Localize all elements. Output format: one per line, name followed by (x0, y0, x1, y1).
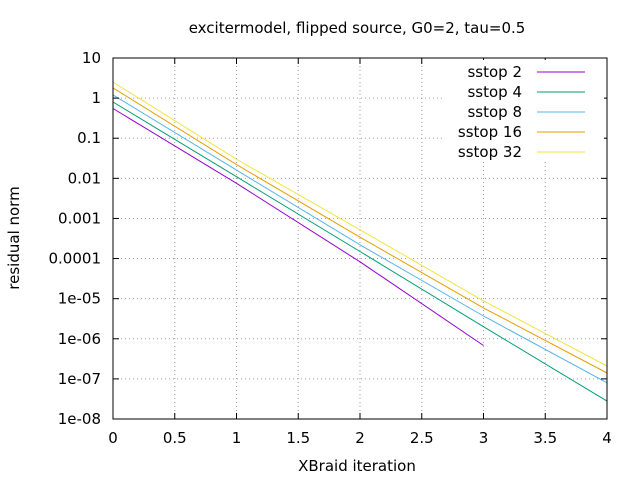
y-tick-label: 0.1 (77, 129, 101, 147)
legend-label: sstop 4 (467, 83, 522, 101)
series-lines (112, 81, 608, 402)
x-axis-label: XBraid iteration (298, 457, 416, 475)
x-tick-label: 2.5 (410, 429, 434, 447)
x-tick-label: 3.5 (533, 429, 557, 447)
series-line-sstop-2 (112, 108, 484, 346)
legend-label: sstop 16 (458, 123, 522, 141)
x-tick-label: 3 (479, 429, 489, 447)
y-tick-label: 1e-05 (58, 290, 101, 308)
x-tick-label: 0 (108, 429, 118, 447)
y-axis-label: residual norm (5, 186, 23, 289)
y-tick-label: 1e-07 (58, 370, 101, 388)
legend-box (442, 60, 604, 160)
axis-ticks: 0 0.5 1 1.5 2 2.5 3 3.5 4 1e-08 1e-07 1e-06 1e-05 0.0… (49, 49, 612, 447)
series-line-sstop-4 (112, 101, 608, 402)
legend-label: sstop 32 (458, 143, 522, 161)
x-tick-label: 1.5 (286, 429, 310, 447)
y-tick-label: 0.01 (68, 169, 101, 187)
legend: sstop 2 sstop 4 sstop 8 sstop 16 sstop 32 (442, 60, 604, 161)
series-line-sstop-32 (112, 81, 608, 367)
x-tick-label: 4 (602, 429, 612, 447)
y-tick-label: 0.0001 (49, 250, 102, 268)
y-tick-label: 0.001 (58, 209, 101, 227)
x-tick-label: 0.5 (163, 429, 187, 447)
y-tick-label: 1e-06 (58, 330, 101, 348)
legend-label: sstop 2 (467, 63, 522, 81)
y-tick-label: 10 (82, 49, 101, 67)
legend-label: sstop 8 (467, 103, 522, 121)
x-tick-label: 1 (232, 429, 242, 447)
x-tick-label: 2 (355, 429, 365, 447)
chart-title: excitermodel, flipped source, G0=2, tau=… (189, 19, 526, 37)
y-tick-label: 1e-08 (58, 410, 101, 428)
series-line-sstop-8 (112, 94, 608, 384)
series-line-sstop-16 (112, 87, 608, 374)
y-tick-label: 1 (91, 89, 101, 107)
